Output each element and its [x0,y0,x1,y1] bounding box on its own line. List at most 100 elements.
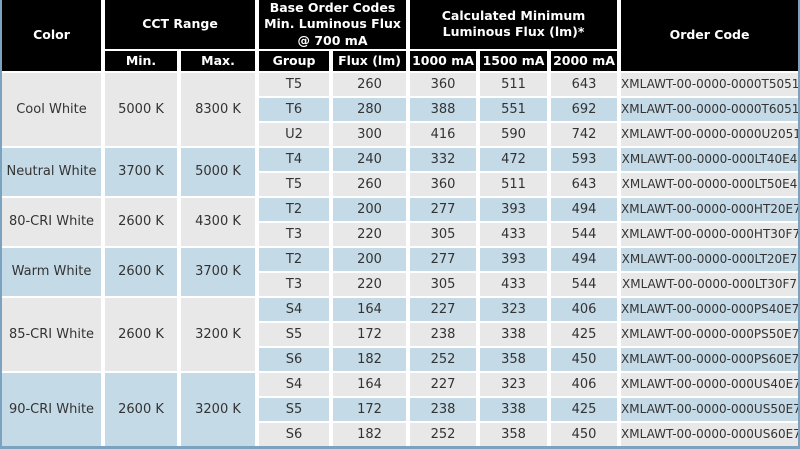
color-cell: 80-CRI White [2,197,101,246]
flux-cell: 220 [333,272,407,296]
cct-max-cell: 3200 K [181,297,255,371]
group-cell: T5 [259,72,329,96]
flux-1000ma-cell: 252 [410,347,477,371]
header-calc-min-flux: Calculated Minimum Luminous Flux (lm)* [410,0,618,49]
table-row: S6 182 252 358 450 XMLAWT-00-0000-000PS60E7 [2,347,798,371]
group-cell: S4 [259,297,329,321]
flux-cell: 260 [333,72,407,96]
table-row: T5 260 360 511 643 XMLAWT-00-0000-000LT50E4 [2,172,798,196]
order-code-cell: XMLAWT-00-0000-000US50E7 [621,397,798,421]
flux-2000ma-cell: 692 [551,97,618,121]
order-code-cell: XMLAWT-00-0000-0000T6051 [621,97,798,121]
flux-1000ma-cell: 416 [410,122,477,146]
cct-min-cell: 2600 K [105,372,177,446]
flux-2000ma-cell: 643 [551,172,618,196]
cct-max-cell: 3200 K [181,372,255,446]
order-code-cell: XMLAWT-00-0000-000LT20E7 [621,247,798,271]
header-1000ma: 1000 mA [410,50,477,71]
color-cell: Neutral White [2,147,101,196]
header-order-code: Order Code [621,0,798,71]
flux-cell: 200 [333,197,407,221]
flux-cell: 220 [333,222,407,246]
cct-min-cell: 2600 K [105,197,177,246]
flux-cell: 172 [333,322,407,346]
flux-1500ma-cell: 393 [480,197,548,221]
color-cell: Warm White [2,247,101,296]
flux-1500ma-cell: 511 [480,72,548,96]
flux-1500ma-cell: 338 [480,322,548,346]
spec-table-body: Cool White 5000 K 8300 K T5 260 360 511 643 XMLA… [2,72,798,446]
group-cell: U2 [259,122,329,146]
flux-1000ma-cell: 238 [410,322,477,346]
group-cell: T3 [259,222,329,246]
table-row: 80-CRI White 2600 K 4300 K T2 200 277 393 494 XM… [2,197,798,246]
color-cell: 90-CRI White [2,372,101,446]
flux-2000ma-cell: 406 [551,372,618,396]
flux-1000ma-cell: 360 [410,172,477,196]
order-code-cell: XMLAWT-00-0000-000HT20E7 [621,197,798,221]
header-cct-range: CCT Range [105,0,255,49]
cct-min-cell: 2600 K [105,247,177,296]
group-cell: T2 [259,197,329,221]
table-row: Neutral White 3700 K 5000 K T4 240 332 472 593 X… [2,147,798,196]
table-row: S6 182 252 358 450 XMLAWT-00-0000-000US60E7 [2,422,798,446]
group-cell: T4 [259,147,329,171]
flux-1500ma-cell: 551 [480,97,548,121]
cct-max-cell: 4300 K [181,197,255,246]
flux-1000ma-cell: 388 [410,97,477,121]
flux-2000ma-cell: 593 [551,147,618,171]
flux-cell: 182 [333,422,407,446]
cct-min-cell: 3700 K [105,147,177,196]
flux-1000ma-cell: 360 [410,72,477,96]
flux-1000ma-cell: 305 [410,272,477,296]
flux-2000ma-cell: 643 [551,72,618,96]
flux-cell: 182 [333,347,407,371]
header-base-order-codes: Base Order Codes Min. Luminous Flux @ 70… [259,0,407,49]
flux-1500ma-cell: 338 [480,397,548,421]
order-code-cell: XMLAWT-00-0000-000US60E7 [621,422,798,446]
order-code-cell: XMLAWT-00-0000-000LT50E4 [621,172,798,196]
table-row: 90-CRI White 2600 K 3200 K S4 164 227 323 406 XM… [2,372,798,446]
header-2000ma: 2000 mA [551,50,618,71]
table-row: T6 280 388 551 692 XMLAWT-00-0000-0000T6051 [2,97,798,121]
flux-2000ma-cell: 450 [551,422,618,446]
flux-1000ma-cell: 332 [410,147,477,171]
flux-1000ma-cell: 277 [410,247,477,271]
order-code-cell: XMLAWT-00-0000-000US40E7 [621,372,798,396]
flux-2000ma-cell: 425 [551,397,618,421]
cct-max-cell: 8300 K [181,72,255,146]
header-color: Color [2,0,101,71]
flux-2000ma-cell: 494 [551,197,618,221]
flux-1000ma-cell: 277 [410,197,477,221]
order-code-cell: XMLAWT-00-0000-000HT30F7 [621,222,798,246]
group-cell: T5 [259,172,329,196]
group-cell: S6 [259,347,329,371]
cct-min-cell: 5000 K [105,72,177,146]
flux-1500ma-cell: 433 [480,272,548,296]
flux-1500ma-cell: 393 [480,247,548,271]
order-code-cell: XMLAWT-00-0000-000PS50E7 [621,322,798,346]
flux-2000ma-cell: 742 [551,122,618,146]
table-row: S5 172 238 338 425 XMLAWT-00-0000-000US50E7 [2,397,798,421]
order-code-cell: XMLAWT-00-0000-000PS40E7 [621,297,798,321]
flux-cell: 164 [333,372,407,396]
header-group: Group [259,50,329,71]
flux-cell: 300 [333,122,407,146]
flux-2000ma-cell: 544 [551,272,618,296]
header-flux: Flux (lm) [333,50,407,71]
group-cell: S6 [259,422,329,446]
flux-2000ma-cell: 450 [551,347,618,371]
order-code-cell: XMLAWT-00-0000-0000T5051 [621,72,798,96]
table-row: T3 220 305 433 544 XMLAWT-00-0000-000HT30F7 [2,222,798,246]
flux-1500ma-cell: 433 [480,222,548,246]
flux-1500ma-cell: 323 [480,372,548,396]
group-cell: S5 [259,322,329,346]
table-row: 85-CRI White 2600 K 3200 K S4 164 227 323 406 XM… [2,297,798,371]
cct-min-cell: 2600 K [105,297,177,371]
flux-cell: 280 [333,97,407,121]
order-code-cell: XMLAWT-00-0000-000PS60E7 [621,347,798,371]
flux-1000ma-cell: 305 [410,222,477,246]
order-code-cell: XMLAWT-00-0000-000LT30F7 [621,272,798,296]
flux-1500ma-cell: 358 [480,422,548,446]
